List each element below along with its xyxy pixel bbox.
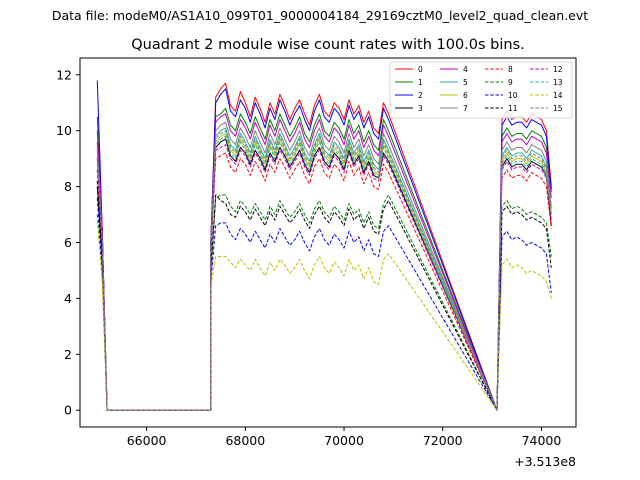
legend-label-14: 14 [553,91,563,100]
legend-label-13: 13 [553,78,563,87]
series-line-14 [96,220,552,411]
y-tick-label: 8 [64,179,72,194]
series-line-10 [96,197,552,411]
legend-label-2: 2 [418,91,423,100]
x-offset-text: +3.513e8 [514,454,576,469]
series-line-13 [96,135,552,411]
x-tick-label: 66000 [127,433,167,448]
x-tick-label: 74000 [522,433,562,448]
series-line-6 [96,133,552,411]
legend-label-5: 5 [463,78,468,87]
series-line-12 [96,144,552,411]
y-tick-label: 6 [64,235,72,250]
series-line-5 [96,127,552,411]
series-line-15 [96,130,552,411]
series-line-2 [96,80,552,411]
legend-label-7: 7 [463,104,468,113]
legend-label-8: 8 [508,65,513,74]
legend-label-9: 9 [508,78,513,87]
figure-suptitle: Data file: modeM0/AS1A10_099T01_90000041… [52,8,588,23]
legend-label-6: 6 [463,91,468,100]
legend-label-15: 15 [553,104,563,113]
chart-title: Quadrant 2 module wise count rates with … [131,37,525,53]
legend-label-1: 1 [418,78,423,87]
legend-label-0: 0 [418,65,423,74]
legend-label-11: 11 [508,104,518,113]
legend-label-3: 3 [418,104,423,113]
y-tick-label: 2 [64,347,72,362]
legend-label-4: 4 [463,65,468,74]
legend-label-10: 10 [508,91,518,100]
series-line-1 [96,107,552,411]
legend-frame [389,61,573,119]
y-axis: 0 2 4 6 8 10 12 [56,67,80,418]
series-line-4 [96,113,552,411]
series-line-8 [96,152,552,411]
y-tick-label: 0 [64,403,72,418]
x-tick-label: 68000 [225,433,265,448]
series-line-3 [96,138,552,411]
y-tick-label: 4 [64,291,72,306]
legend-label-12: 12 [553,65,563,74]
y-tick-label: 12 [56,67,72,82]
x-tick-label: 72000 [423,433,463,448]
x-axis: 66000 68000 70000 72000 74000 [127,427,562,448]
series-line-7 [96,121,552,411]
y-tick-label: 10 [56,123,72,138]
x-tick-label: 70000 [324,433,364,448]
plot-series-group [96,80,552,411]
